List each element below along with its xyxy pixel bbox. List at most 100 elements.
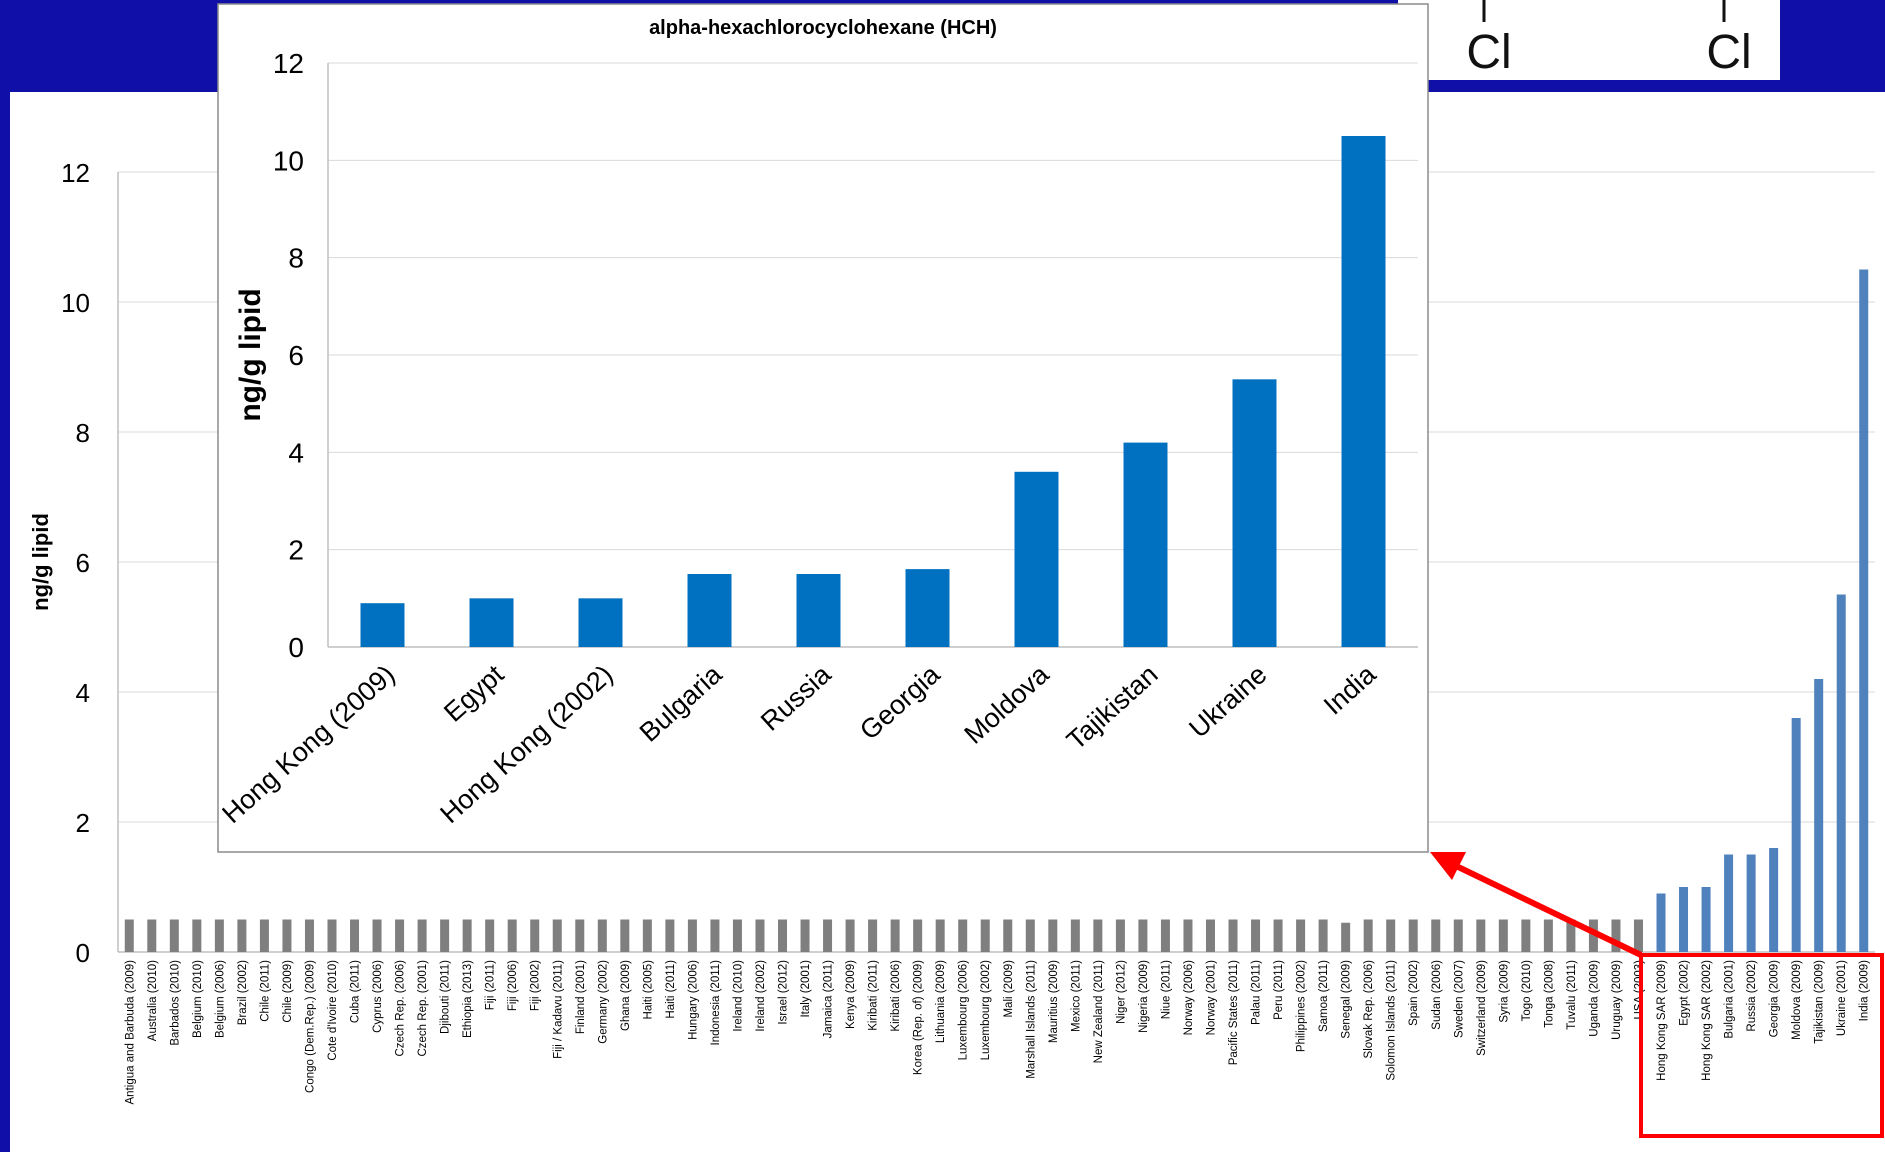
main-x-tick-label: Bulgaria (2001) bbox=[1724, 960, 1736, 1039]
main-x-tick-label: Togo (2010) bbox=[1521, 960, 1533, 1022]
main-bar bbox=[1296, 919, 1306, 952]
main-bar bbox=[687, 919, 697, 952]
chlorine-label-1: Cl bbox=[1466, 26, 1511, 79]
main-x-tick-label: Brazil (2002) bbox=[237, 960, 249, 1025]
main-x-tick-label: Mexico (2011) bbox=[1070, 960, 1082, 1032]
main-x-tick-label: Cyprus (2006) bbox=[372, 960, 384, 1033]
main-x-tick-label: Italy (2001) bbox=[800, 960, 812, 1018]
main-x-tick-label: Luxembourg (2006) bbox=[958, 960, 970, 1061]
main-bar bbox=[214, 919, 224, 952]
main-x-tick-label: Fiji (2002) bbox=[530, 960, 542, 1011]
main-x-tick-label: Russia (2002) bbox=[1746, 960, 1758, 1032]
main-x-tick-label: Ireland (2002) bbox=[755, 960, 767, 1032]
inset-bar bbox=[1341, 136, 1386, 647]
main-bar bbox=[642, 919, 652, 952]
main-bar bbox=[169, 919, 179, 952]
main-bar bbox=[1318, 919, 1328, 952]
main-bar bbox=[552, 919, 562, 952]
main-y-tick-label: 4 bbox=[76, 678, 90, 708]
main-bar bbox=[485, 919, 495, 952]
main-bar bbox=[259, 919, 269, 952]
main-x-tick-label: Hong Kong SAR (2002) bbox=[1701, 960, 1713, 1081]
main-x-tick-label: Uganda (2009) bbox=[1588, 960, 1600, 1037]
main-bar bbox=[1746, 854, 1756, 952]
main-bar bbox=[913, 919, 923, 952]
main-chart-x-labels: Antigua and Barbuda (2009) Australia (201… bbox=[124, 960, 1870, 1105]
pointer-arrow-head bbox=[1430, 852, 1466, 880]
main-x-tick-label: Luxembourg (2002) bbox=[980, 960, 992, 1061]
main-x-tick-label: Cote d'Ivoire (2010) bbox=[327, 960, 339, 1061]
main-x-tick-label: Sweden (2007) bbox=[1453, 960, 1465, 1038]
main-x-tick-label: Germany (2002) bbox=[597, 960, 609, 1044]
main-x-tick-label: Palau (2011) bbox=[1251, 960, 1263, 1025]
main-bar bbox=[417, 919, 427, 952]
inset-bar bbox=[1232, 379, 1277, 647]
main-x-tick-label: Hong Kong SAR (2009) bbox=[1656, 960, 1668, 1081]
main-bar bbox=[1453, 919, 1463, 952]
main-y-tick-label: 6 bbox=[76, 548, 90, 578]
main-bar bbox=[350, 919, 360, 952]
main-x-tick-label: Indonesia (2011) bbox=[710, 960, 722, 1046]
inset-y-tick-label: 2 bbox=[288, 535, 304, 566]
main-x-tick-label: Tuvalu (2011) bbox=[1566, 960, 1578, 1030]
main-x-tick-label: Moldova (2009) bbox=[1791, 960, 1803, 1040]
inset-bar bbox=[1014, 471, 1059, 647]
structure-fragment: Cl Cl bbox=[1398, 0, 1780, 80]
main-bar bbox=[530, 919, 540, 952]
inset-chart-bars bbox=[360, 136, 1386, 647]
inset-chart-y-ticks: 0 2 4 6 8 10 12 bbox=[273, 48, 304, 663]
main-x-tick-label: Georgia (2009) bbox=[1769, 960, 1781, 1038]
main-bar bbox=[1633, 919, 1643, 952]
main-bar bbox=[1408, 919, 1418, 952]
main-bar bbox=[823, 919, 833, 952]
main-bar bbox=[237, 919, 247, 952]
main-bar bbox=[1273, 919, 1283, 952]
main-x-tick-label: Barbados (2010) bbox=[169, 960, 181, 1046]
main-bar bbox=[1093, 919, 1103, 952]
main-x-tick-label: Belgium (2006) bbox=[214, 960, 226, 1038]
main-bar bbox=[845, 919, 855, 952]
main-bar bbox=[1386, 919, 1396, 952]
main-bar bbox=[327, 919, 337, 952]
inset-bar bbox=[360, 603, 405, 647]
main-x-tick-label: Switzerland (2009) bbox=[1476, 960, 1488, 1056]
chlorine-label-2: Cl bbox=[1706, 26, 1751, 79]
main-x-tick-label: Nigeria (2009) bbox=[1138, 960, 1150, 1033]
main-x-tick-label: Tonga (2008) bbox=[1543, 960, 1555, 1028]
main-bar bbox=[1814, 679, 1824, 952]
main-x-tick-label: Pacific States (2011) bbox=[1228, 960, 1240, 1065]
main-x-tick-label: Fiji (2011) bbox=[485, 960, 497, 1010]
main-bar bbox=[1859, 269, 1869, 952]
main-bar bbox=[1836, 594, 1846, 952]
main-x-tick-label: Fiji / Kadavu (2011) bbox=[552, 960, 564, 1059]
main-y-tick-label: 2 bbox=[76, 808, 90, 838]
main-y-tick-label: 0 bbox=[76, 938, 90, 968]
main-bar bbox=[1048, 919, 1058, 952]
main-bar bbox=[507, 919, 517, 952]
inset-y-tick-label: 4 bbox=[288, 437, 304, 468]
inset-bar bbox=[687, 574, 732, 647]
main-x-tick-label: Norway (2006) bbox=[1183, 960, 1195, 1036]
main-x-tick-label: Ukraine (2001) bbox=[1836, 960, 1848, 1036]
main-x-tick-label: Congo (Dem.Rep.) (2009) bbox=[304, 960, 316, 1093]
inset-y-axis-label: ng/g lipid bbox=[234, 288, 267, 421]
main-x-tick-label: Egypt (2002) bbox=[1679, 960, 1691, 1026]
main-x-tick-label: Peru (2011) bbox=[1273, 960, 1285, 1020]
main-bar bbox=[1070, 919, 1080, 952]
main-bar bbox=[1611, 919, 1621, 952]
inset-chart-panel bbox=[217, 3, 1429, 853]
main-bar bbox=[665, 919, 675, 952]
main-x-tick-label: Ireland (2010) bbox=[732, 960, 744, 1032]
main-x-tick-label: Niger (2012) bbox=[1115, 960, 1127, 1024]
main-x-tick-label: Uruguay (2009) bbox=[1611, 960, 1623, 1040]
main-x-tick-label: Hungary (2006) bbox=[687, 960, 699, 1040]
main-x-tick-label: Djibouti (2011) bbox=[440, 960, 452, 1034]
main-bar bbox=[1025, 919, 1035, 952]
inset-y-tick-label: 8 bbox=[288, 243, 304, 274]
main-x-tick-label: Ghana (2009) bbox=[620, 960, 632, 1031]
main-y-tick-label: 12 bbox=[61, 158, 90, 188]
main-bar bbox=[620, 919, 630, 952]
main-bar bbox=[1160, 919, 1170, 952]
main-x-tick-label: Kiribati (2006) bbox=[890, 960, 902, 1032]
